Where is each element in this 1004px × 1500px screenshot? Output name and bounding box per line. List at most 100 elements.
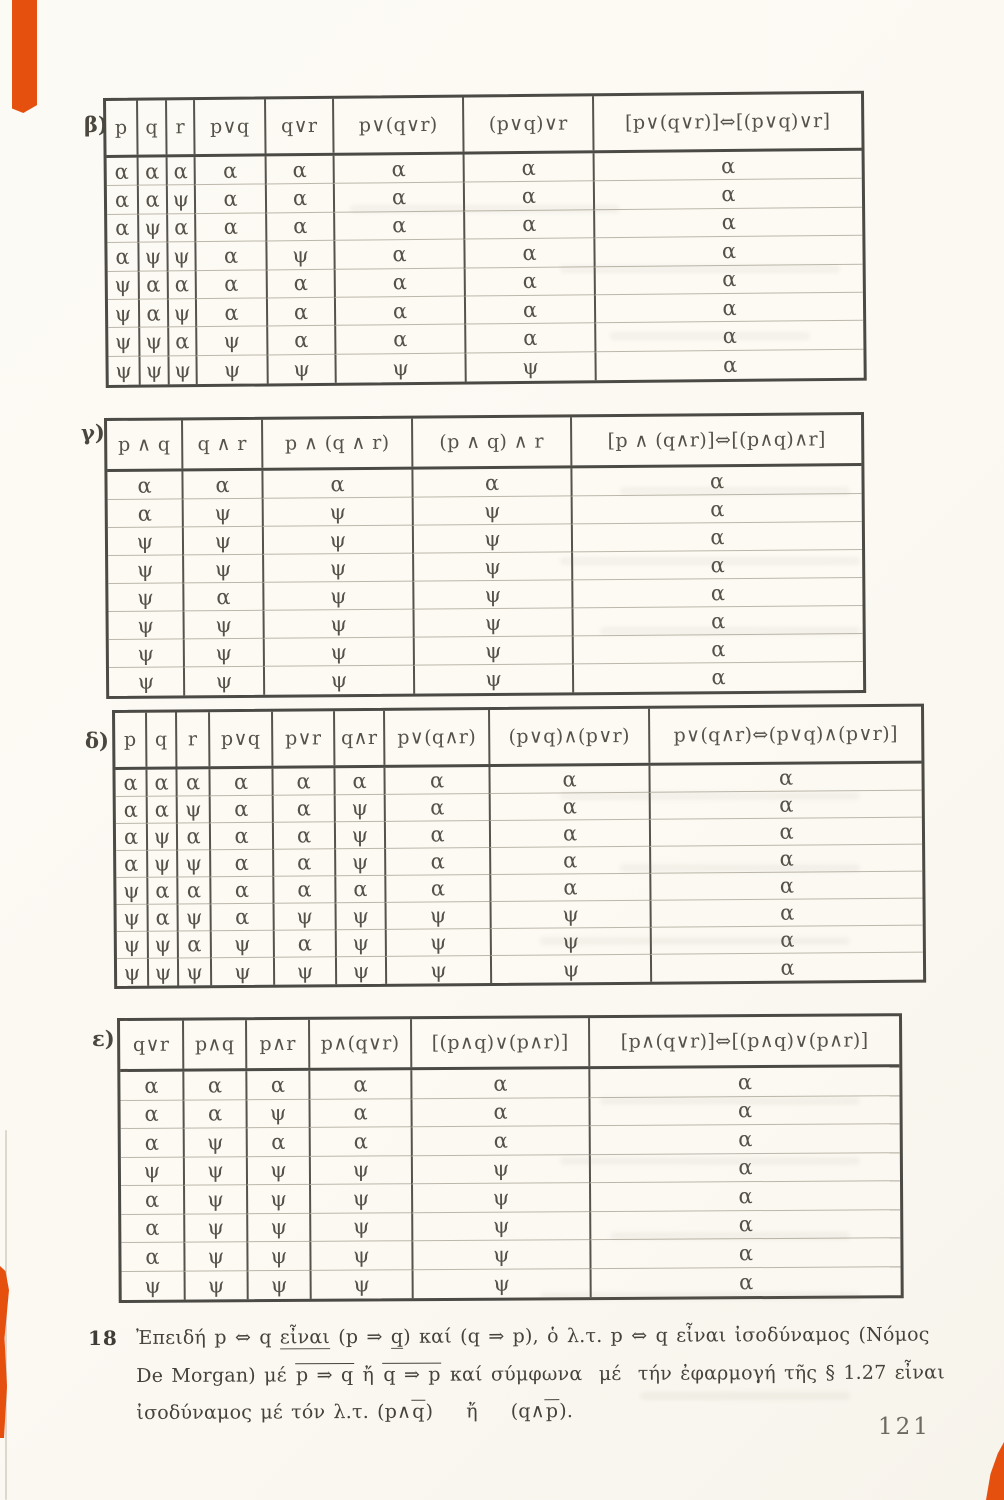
value-cell: α — [193, 156, 265, 186]
text-segment: ἰσοδύναμος μέ τόν λ.τ. (p∧ — [136, 1400, 412, 1424]
orange-cover-mark — [986, 1442, 1004, 1500]
value-cell: α — [115, 796, 146, 824]
value-cell: α — [121, 1214, 184, 1243]
header-cell: q∧r — [333, 710, 384, 766]
value-cell: α — [266, 326, 335, 356]
bleed-through-smudge — [620, 487, 850, 495]
value-cell: ψ — [175, 796, 209, 824]
header-cell: p — [114, 116, 128, 139]
value-cell: ψ — [334, 956, 386, 985]
value-cell: ψ — [107, 271, 138, 300]
text-segment: q — [390, 1325, 404, 1349]
header-cell: [p∨(q∨r)]⇔[(p∨q)∨r] — [592, 93, 862, 151]
bleed-through-smudge — [540, 937, 850, 945]
value-cell: ψ — [137, 242, 167, 272]
value-cell: ψ — [183, 1242, 247, 1272]
value-cell: ψ — [146, 850, 177, 878]
value-cell: α — [593, 207, 863, 239]
value-cell: ψ — [195, 355, 267, 385]
value-cell: ψ — [116, 877, 147, 905]
value-cell: α — [194, 298, 267, 328]
value-cell: α — [410, 1097, 589, 1128]
value-cell: ψ — [489, 954, 651, 984]
value-cell: α — [333, 268, 464, 298]
value-cell: ψ — [246, 1270, 310, 1300]
value-cell: α — [194, 213, 266, 243]
value-cell: ψ — [412, 636, 572, 666]
value-cell: α — [333, 296, 465, 327]
value-cell: ψ — [262, 553, 413, 583]
value-cell: α — [107, 242, 138, 272]
value-cell: ψ — [182, 666, 264, 696]
value-cell: ψ — [412, 552, 572, 582]
value-cell: α — [383, 821, 490, 849]
value-cell: α — [308, 1098, 411, 1128]
value-cell: α — [175, 769, 209, 797]
paragraph-number: 18 — [88, 1326, 118, 1350]
value-cell: ψ — [116, 931, 147, 959]
value-cell: α — [265, 297, 335, 327]
page-number: 121 — [878, 1414, 931, 1440]
value-cell: ψ — [108, 328, 139, 357]
value-cell: α — [208, 768, 272, 797]
value-cell: α — [334, 875, 385, 904]
value-cell: ψ — [412, 664, 573, 694]
header-cell: q — [136, 100, 166, 155]
value-cell: α — [592, 150, 862, 182]
value-cell: ψ — [145, 823, 177, 851]
text-segment: ) καί (q ⇒ p), ὁ λ.τ. p ⇔ q εἶναι ἰσοδύν… — [403, 1323, 930, 1348]
bleed-through-smudge — [540, 1292, 860, 1300]
value-cell: ψ — [309, 1212, 412, 1242]
value-cell: α — [115, 823, 147, 851]
value-cell: α — [209, 903, 273, 932]
value-cell: α — [146, 904, 177, 932]
header-cell: p∧r — [245, 1019, 309, 1069]
value-cell: ψ — [412, 580, 572, 610]
value-cell: ψ — [107, 527, 183, 556]
bleed-through-smudge — [560, 557, 860, 565]
value-cell: ψ — [182, 638, 263, 668]
value-cell: α — [588, 1124, 900, 1155]
value-cell: α — [120, 1071, 183, 1101]
value-cell: ψ — [464, 352, 595, 382]
value-cell: ψ — [138, 327, 168, 357]
text-segment: ). — [559, 1400, 574, 1423]
value-cell: α — [593, 292, 864, 324]
value-cell: α — [166, 270, 195, 300]
value-cell: α — [271, 795, 334, 823]
header-cell: (p∨q)∧(p∨r) — [488, 708, 649, 765]
value-cell: ψ — [146, 958, 178, 986]
value-cell: ψ — [333, 794, 384, 823]
header-cell: p∨q — [208, 711, 272, 767]
value-cell: α — [334, 324, 465, 355]
header-cell: p ∧ q — [117, 433, 171, 456]
value-cell: α — [570, 522, 863, 553]
value-cell: ψ — [107, 299, 139, 329]
value-cell: ψ — [209, 957, 274, 986]
value-cell: α — [332, 154, 463, 185]
value-cell: ψ — [137, 669, 155, 694]
value-cell: α — [194, 241, 266, 271]
value-cell: ψ — [183, 1270, 247, 1300]
bleed-through-smudge — [560, 1157, 860, 1165]
value-cell: α — [489, 873, 650, 903]
value-cell: α — [265, 269, 334, 299]
value-cell: α — [245, 1070, 309, 1100]
value-cell: ψ — [272, 957, 336, 985]
header-cell: p∧q — [182, 1020, 246, 1069]
value-cell: α — [571, 578, 863, 609]
value-cell: ψ — [209, 930, 273, 959]
truth-table-delta: p q r p∨q p∨r q∧r p∨(q∧r) (p∨q)∧(p∨r) p∨(q∧r)⇔(p… — [112, 703, 927, 989]
value-cell: α — [193, 184, 266, 214]
header-cell: r — [175, 712, 209, 767]
value-cell: α — [137, 299, 168, 329]
value-cell: ψ — [166, 299, 196, 328]
value-cell: α — [649, 952, 924, 982]
value-cell: ψ — [411, 1183, 590, 1213]
header-cell: [p ∧ (q∧r)]⇔[(p∧q)∧r] — [570, 415, 862, 466]
value-cell: α — [464, 323, 595, 354]
value-cell: α — [166, 213, 195, 243]
value-cell: α — [175, 823, 210, 851]
value-cell: α — [488, 819, 650, 849]
